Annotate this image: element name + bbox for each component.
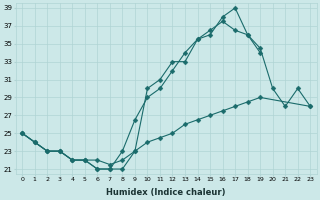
X-axis label: Humidex (Indice chaleur): Humidex (Indice chaleur)	[107, 188, 226, 197]
